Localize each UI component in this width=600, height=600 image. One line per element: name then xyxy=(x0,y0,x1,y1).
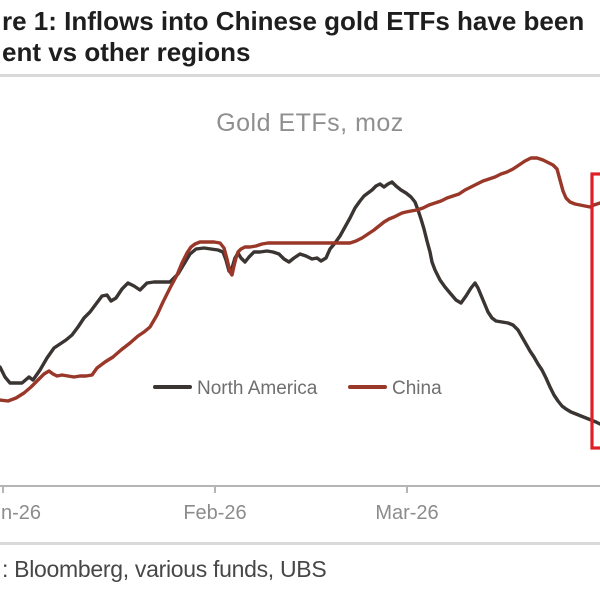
footer-divider xyxy=(0,542,600,545)
legend: North America China xyxy=(0,378,600,402)
figure-title-line2: ent vs other regions xyxy=(2,37,251,67)
x-axis-label-mar: Mar-26 xyxy=(375,502,439,524)
x-axis-label-jan: n-26 xyxy=(1,502,42,524)
figure-title-line1: re 1: Inflows into Chinese gold ETFs hav… xyxy=(2,6,585,36)
north-america-line-swatch xyxy=(153,385,192,389)
chart-title: Gold ETFs, moz xyxy=(216,109,404,137)
legend-label-china: China xyxy=(392,378,442,399)
header-divider xyxy=(0,74,600,77)
china-line-swatch xyxy=(348,385,387,389)
legend-label-north-america: North America xyxy=(197,378,318,399)
x-axis-label-feb: Feb-26 xyxy=(183,502,247,524)
figure-title: re 1: Inflows into Chinese gold ETFs hav… xyxy=(2,6,600,68)
source-note: : Bloomberg, various funds, UBS xyxy=(2,556,327,582)
